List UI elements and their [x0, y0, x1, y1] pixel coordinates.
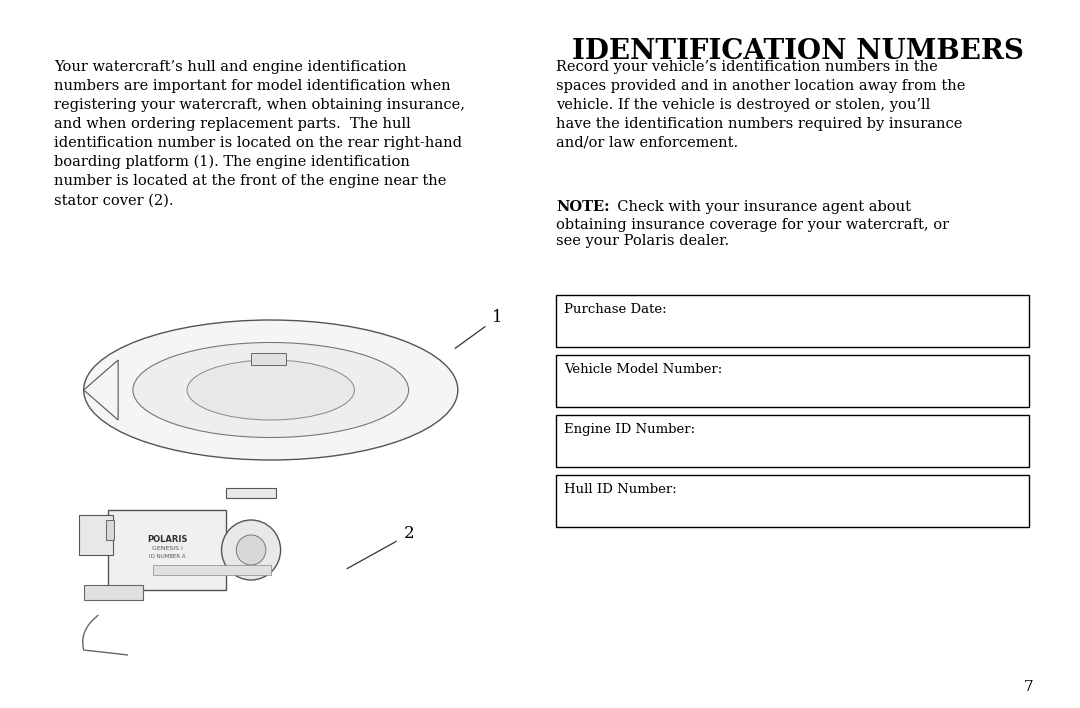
Bar: [556, 355, 1029, 407]
Text: Engine ID Number:: Engine ID Number:: [564, 423, 696, 436]
Text: ID NUMBER A: ID NUMBER A: [149, 554, 186, 559]
Text: Your watercraft’s hull and engine identification
numbers are important for model: Your watercraft’s hull and engine identi…: [54, 60, 465, 207]
Text: see your Polaris dealer.: see your Polaris dealer.: [556, 234, 729, 248]
Bar: [79, 515, 113, 555]
Text: POLARIS: POLARIS: [147, 535, 188, 544]
Bar: [83, 585, 143, 600]
Text: IDENTIFICATION NUMBERS: IDENTIFICATION NUMBERS: [571, 38, 1024, 65]
Bar: [251, 353, 285, 365]
Bar: [106, 520, 114, 540]
Text: GENESIS i: GENESIS i: [152, 545, 183, 551]
Text: NOTE:: NOTE:: [556, 200, 610, 214]
Text: 2: 2: [404, 525, 415, 542]
Text: Vehicle Model Number:: Vehicle Model Number:: [564, 363, 723, 376]
Circle shape: [237, 535, 266, 565]
Text: Record your vehicle’s identification numbers in the
spaces provided and in anoth: Record your vehicle’s identification num…: [556, 60, 966, 150]
Bar: [556, 475, 1029, 527]
Text: NOTE:  Check with your insurance agent about
obtaining insurance coverage for yo: NOTE: Check with your insurance agent ab…: [556, 200, 949, 252]
Bar: [556, 415, 1029, 467]
Text: Check with your insurance agent about: Check with your insurance agent about: [608, 200, 912, 214]
Ellipse shape: [187, 360, 354, 420]
Bar: [227, 488, 275, 498]
Bar: [556, 295, 1029, 347]
Ellipse shape: [133, 343, 408, 438]
Polygon shape: [83, 360, 118, 420]
Ellipse shape: [83, 320, 458, 460]
Circle shape: [221, 520, 281, 580]
Bar: [108, 510, 227, 590]
Text: Hull ID Number:: Hull ID Number:: [564, 483, 677, 496]
Text: 1: 1: [492, 309, 503, 326]
Text: obtaining insurance coverage for your watercraft, or: obtaining insurance coverage for your wa…: [556, 218, 949, 232]
Bar: [152, 565, 271, 575]
Text: 7: 7: [1024, 680, 1034, 694]
Text: Purchase Date:: Purchase Date:: [564, 303, 666, 316]
